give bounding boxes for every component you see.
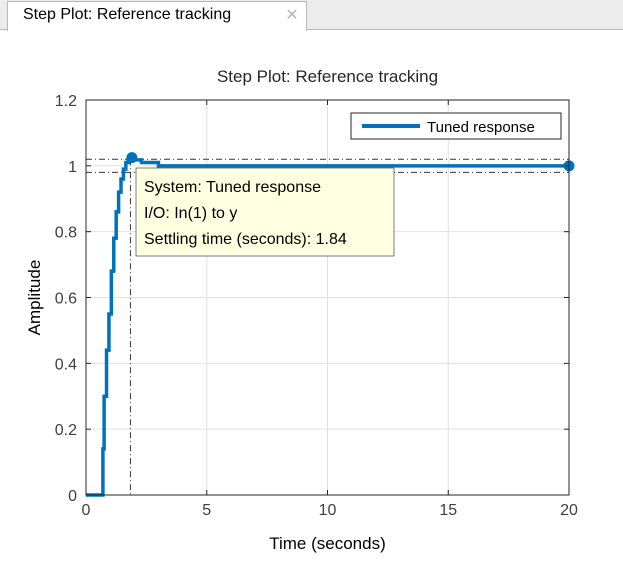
datatip-io: I/O: In(1) to y [144,205,237,222]
tab-strip: Step Plot: Reference tracking ✕ [0,0,623,31]
x-tick-label: 20 [560,502,578,519]
x-tick-label: 0 [82,502,91,519]
tab-label: Step Plot: Reference tracking [23,6,232,23]
close-icon[interactable]: ✕ [285,7,299,24]
y-tick-label: 0.6 [55,291,77,308]
x-axis-label: Time (seconds) [269,534,386,553]
datatip-box [135,167,395,257]
tick-labels: 0 5 10 15 20 0 0.2 0.4 0.6 0.8 1 1.2 [55,93,578,519]
x-tick-label: 15 [439,502,457,519]
datatip-settling-time: Settling time (seconds): 1.84 [144,231,347,248]
y-tick-label: 0 [68,488,77,505]
datatip[interactable]: System: Tuned response I/O: In(1) to y S… [135,167,395,257]
legend[interactable]: Tuned response [350,112,562,140]
grid-lines [86,100,569,495]
y-axis-label: Amplitude [25,260,44,336]
y-tick-label: 0.2 [55,422,77,439]
chart-title: Step Plot: Reference tracking [217,67,438,86]
y-tick-label: 0.8 [55,225,77,242]
tab-step-plot-reference-tracking[interactable]: Step Plot: Reference tracking ✕ [7,1,307,31]
x-tick-label: 5 [202,502,211,519]
step-plot: 0 5 10 15 20 0 0.2 0.4 0.6 0.8 1 1.2 Step Plot: Ref… [25,67,578,553]
x-tick-label: 10 [319,502,337,519]
y-tick-label: 0.4 [55,356,77,373]
figure-window: 0 5 10 15 20 0 0.2 0.4 0.6 0.8 1 1.2 Step Plot: Ref… [0,31,623,560]
peak-marker[interactable] [126,152,138,164]
legend-entry-tuned-response: Tuned response [427,119,535,136]
y-tick-label: 1.2 [55,93,77,110]
y-tick-label: 1 [68,159,77,176]
datatip-system: System: Tuned response [144,179,321,196]
tick-marks [85,99,570,496]
